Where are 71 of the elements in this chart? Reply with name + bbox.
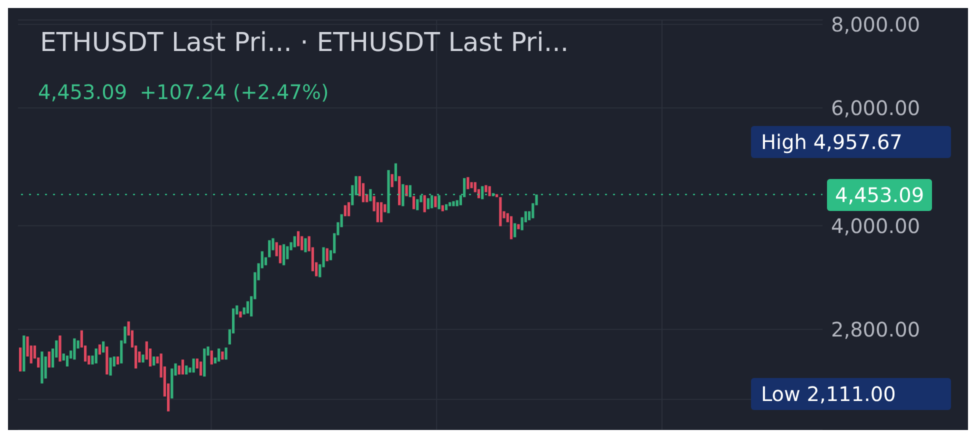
y-tick-label: 2,800.00 (831, 317, 920, 342)
candlestick (304, 238, 307, 252)
y-tick-label: 4,000.00 (831, 214, 920, 238)
candlestick (348, 202, 350, 216)
candlestick (19, 348, 22, 372)
candlestick (514, 223, 516, 238)
candlestick (218, 348, 220, 362)
candlestick (268, 240, 271, 258)
candlestick (224, 348, 228, 360)
ref-line-label: 4,453.09 (827, 178, 932, 211)
candlestick (369, 189, 372, 202)
candlestick (430, 195, 434, 208)
candlestick (73, 338, 76, 360)
candlestick (192, 358, 195, 373)
candlestick (142, 354, 144, 362)
candlestick (152, 356, 156, 366)
text: 4,453.09 +107.24 (+2.47%) (38, 80, 329, 104)
candlestick (278, 245, 282, 264)
candlestick (484, 185, 488, 192)
candlestick (22, 336, 26, 372)
candlestick (405, 185, 408, 196)
candlestick (199, 362, 202, 376)
candlestick (398, 176, 401, 206)
candlestick (481, 186, 484, 200)
candlestick (517, 224, 520, 230)
candlestick (296, 231, 300, 246)
candlestick (326, 248, 328, 262)
y-tick-label: 6,000.00 (831, 96, 920, 120)
candlestick (98, 344, 102, 355)
candlestick (102, 341, 105, 353)
candlestick (408, 185, 412, 198)
candlestick (344, 205, 346, 216)
candlestick (387, 170, 390, 214)
candlestick (293, 236, 296, 248)
candlestick (203, 348, 206, 377)
candlestick (499, 197, 502, 226)
candlestick (40, 352, 44, 384)
candlestick (394, 163, 398, 182)
candlestick (239, 311, 242, 318)
candlestick (48, 352, 50, 368)
candlestick (181, 360, 184, 374)
candlestick (210, 350, 213, 364)
candlestick (106, 346, 108, 374)
candlestick (441, 205, 444, 212)
candlestick (116, 356, 120, 364)
candlestick (448, 202, 452, 206)
candlestick (221, 352, 224, 360)
candlestick (423, 195, 426, 212)
candlestick (380, 202, 383, 222)
candlestick (390, 174, 394, 188)
candlestick (496, 194, 498, 198)
candlestick (416, 199, 419, 210)
candlestick (434, 196, 437, 208)
price-tag: Low 2,111.00 (751, 378, 951, 410)
candlestick (438, 195, 440, 210)
candlestick (109, 358, 112, 376)
y-tick-label: 8,000.00 (831, 12, 920, 36)
candlestick (402, 184, 404, 206)
candlestick (444, 204, 448, 210)
candlestick (412, 196, 416, 210)
candlestick (510, 216, 513, 240)
candlestick (94, 348, 98, 364)
chart-title: ETHUSDT Last Pri... · ETHUSDT Last Pri... (40, 28, 569, 58)
candlestick (452, 201, 455, 206)
candlestick (185, 366, 188, 374)
candlestick (466, 177, 470, 190)
candlestick (426, 198, 430, 210)
price-tag: High 4,957.67 (751, 126, 951, 158)
candlestick (488, 186, 491, 196)
candlestick (282, 244, 286, 266)
candlestick (58, 336, 62, 362)
